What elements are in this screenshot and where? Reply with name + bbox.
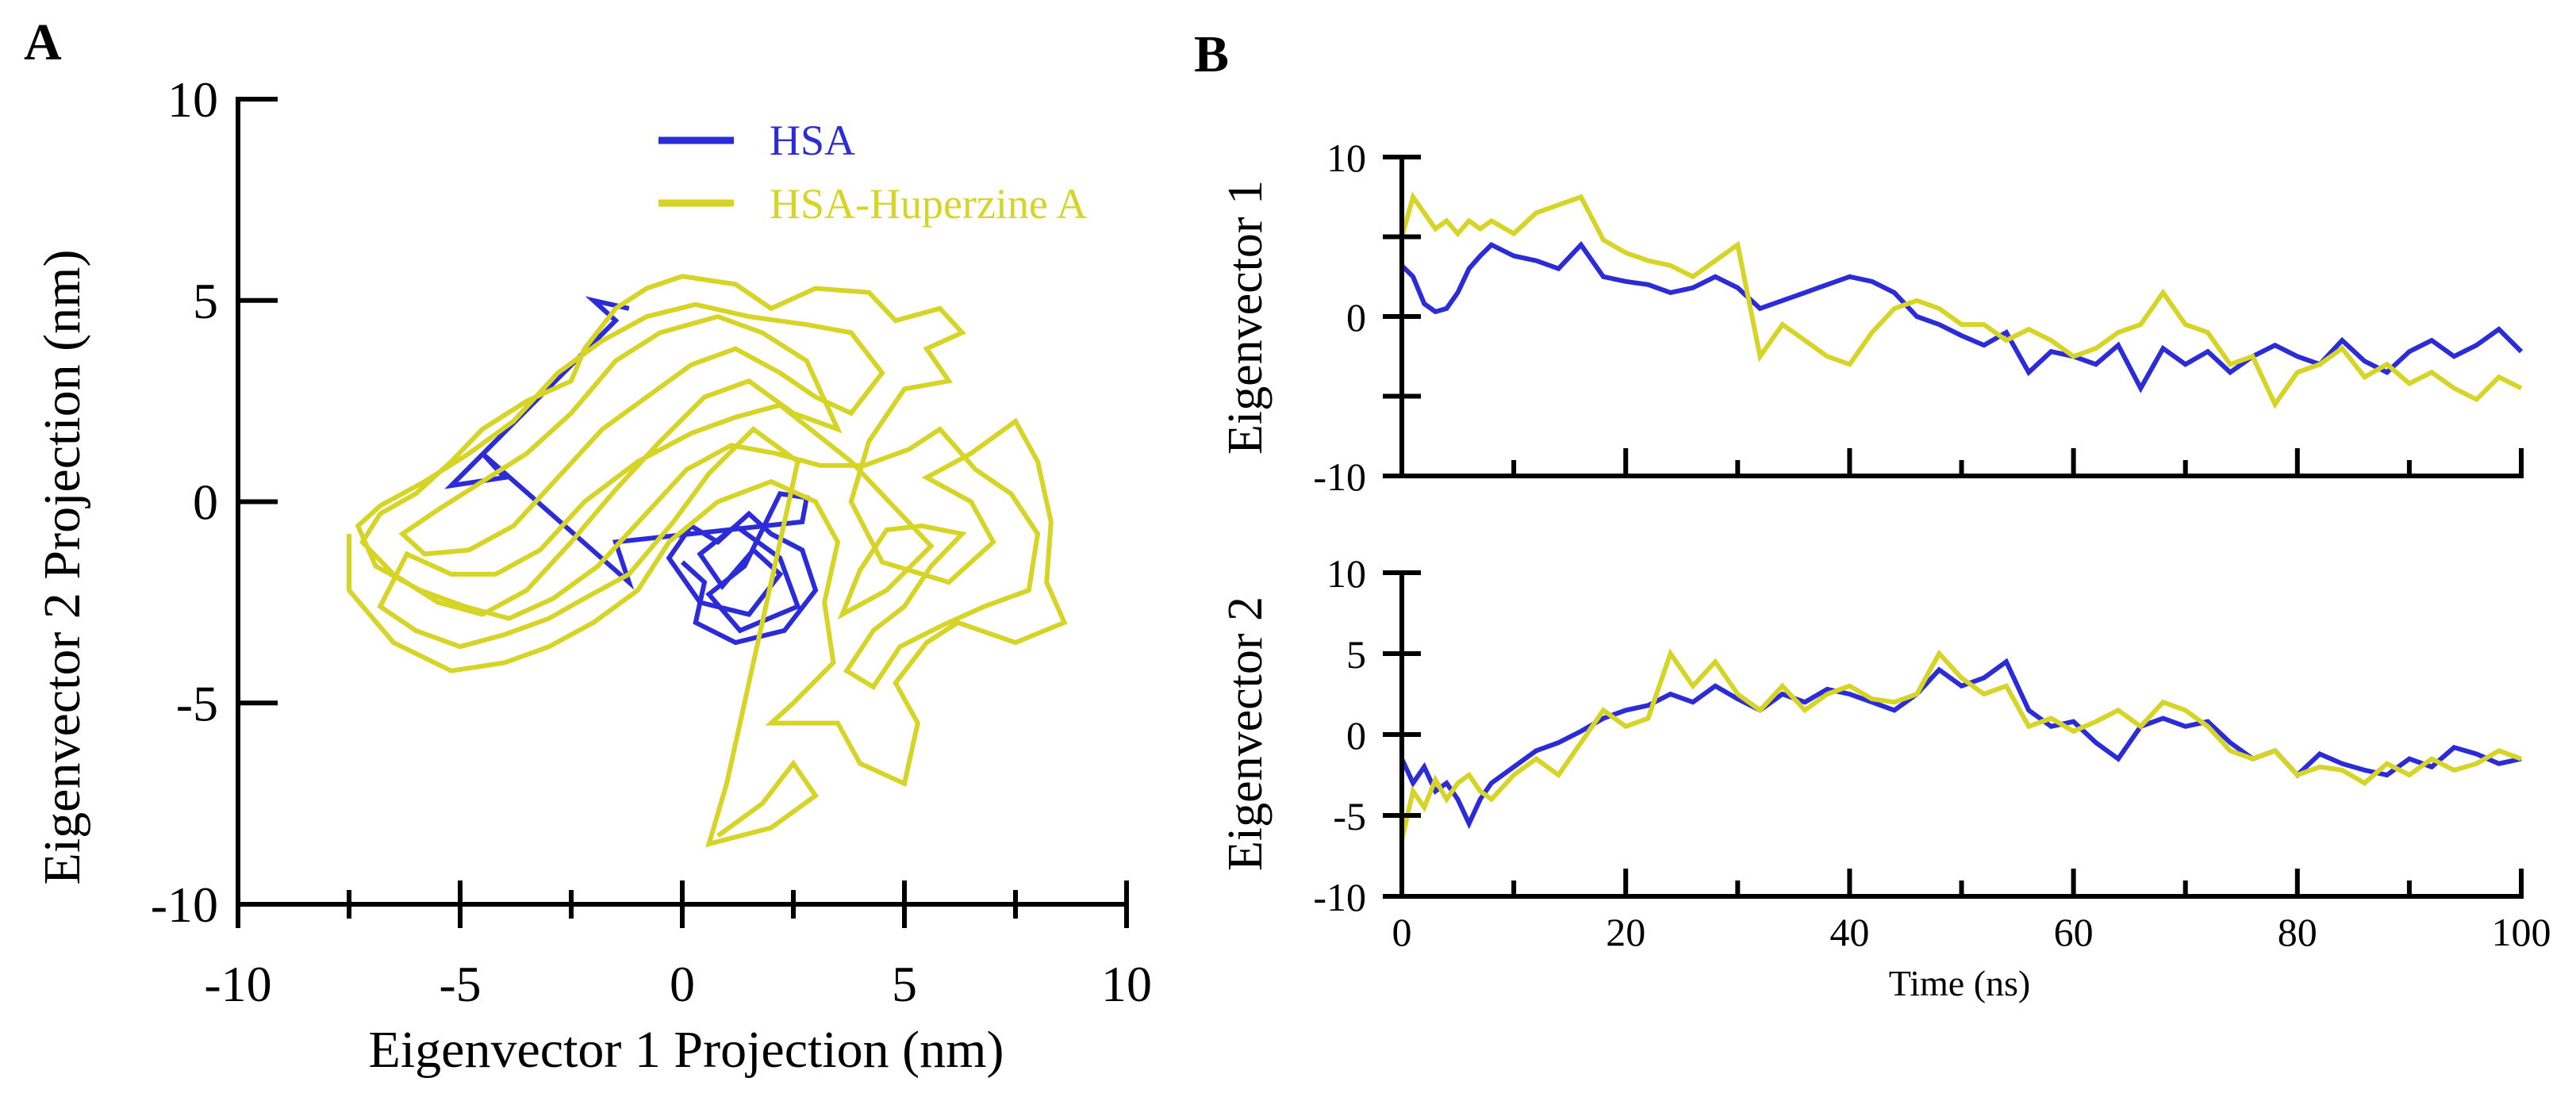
- b1-series-hsa-huperzine-a: [1399, 191, 2523, 409]
- b2-y-tick-label: 0: [1346, 713, 1366, 758]
- panel-a-y-axis-label: Eigenvector 2 Projection (nm): [33, 250, 91, 885]
- panel-b-bottom-y-axis-label: Eigenvector 2: [1219, 597, 1273, 871]
- b2-y-tick-label: 10: [1326, 551, 1366, 596]
- panel-a-scatter: -10 -5 0 5 10 -10 -5 0 5 10 Eigenvector 1 Projec…: [33, 71, 1152, 1079]
- panel-b-top-line-chart: 10 0 -10 Eigenvector 1: [1219, 136, 2524, 499]
- panel-b-top-series-layer: [1399, 191, 2524, 409]
- panel-a-series-layer: [347, 274, 1068, 848]
- b1-y-tick-label: -10: [1313, 455, 1366, 499]
- panel-a-x-tick-label: 0: [670, 956, 695, 1012]
- panel-a-y-tick-label: -10: [151, 877, 218, 933]
- panel-a-x-tick-label: 5: [892, 956, 917, 1012]
- b2-series-hsa: [1399, 658, 2522, 830]
- panel-a-x-axis-label: Eigenvector 1 Projection (nm): [369, 1021, 1004, 1079]
- panel-a-y-tick-labels: -10 -5 0 5 10: [151, 71, 218, 933]
- panel-a-x-tick-labels: -10 -5 0 5 10: [204, 956, 1152, 1012]
- b2-y-tick-label: 5: [1346, 632, 1366, 677]
- panel-b-bottom-axes: [1383, 570, 2524, 899]
- panel-a-series-hsa-huperzine-a: [347, 274, 1068, 848]
- panel-a-x-tick-label: -5: [439, 956, 481, 1012]
- panel-a-y-tick-label: 10: [167, 71, 218, 128]
- panel-b-bottom-y-tick-labels: 10 5 0 -5 -10: [1313, 551, 1366, 919]
- b2-x-tick-label: 60: [2054, 910, 2094, 954]
- panel-a-x-tick-label: 10: [1101, 956, 1152, 1012]
- b2-y-tick-label: -10: [1313, 875, 1366, 919]
- legend-label-hsa-huperzine-a: HSA-Huperzine A: [770, 180, 1087, 228]
- panel-b-top-y-tick-labels: 10 0 -10: [1313, 136, 1366, 499]
- panel-a-y-tick-label: 0: [193, 474, 218, 531]
- b2-x-tick-label: 100: [2492, 910, 2551, 954]
- panel-letter-b: B: [1194, 25, 1229, 83]
- panel-b-bottom-x-axis-label: Time (ns): [1889, 963, 2031, 1003]
- panel-a-legend: HSA HSA-Huperzine A: [658, 117, 1087, 228]
- b2-x-tick-label: 80: [2278, 910, 2317, 954]
- b1-y-tick-label: 0: [1346, 295, 1366, 340]
- b2-x-tick-label: 20: [1606, 910, 1645, 954]
- panel-a-x-tick-label: -10: [204, 956, 271, 1012]
- panel-b-top-axes: [1383, 155, 2524, 478]
- panel-b-bottom-series-layer: [1399, 648, 2523, 841]
- panel-a-y-tick-label: -5: [176, 675, 218, 731]
- panel-b-bottom-line-chart: 0 20 40 60 80 100 10 5 0 -5 -10 Time (ns) Eigenve…: [1219, 551, 2551, 1003]
- panel-a-y-tick-label: 5: [193, 273, 218, 329]
- legend-label-hsa: HSA: [770, 117, 855, 164]
- panel-letter-a: A: [24, 13, 62, 71]
- b1-series-hsa: [1399, 240, 2524, 393]
- panel-a-axes: [236, 97, 1129, 928]
- b2-y-tick-label: -5: [1333, 794, 1366, 838]
- panel-b-bottom-x-tick-labels: 0 20 40 60 80 100: [1392, 910, 2551, 954]
- b2-series-hsa-huperzine-a: [1399, 648, 2523, 841]
- panel-a-series-hsa: [444, 296, 819, 646]
- b2-x-tick-label: 0: [1392, 910, 1412, 954]
- b2-x-tick-label: 40: [1829, 910, 1869, 954]
- b1-y-tick-label: 10: [1326, 136, 1366, 180]
- panel-b-top-y-axis-label: Eigenvector 1: [1219, 180, 1273, 455]
